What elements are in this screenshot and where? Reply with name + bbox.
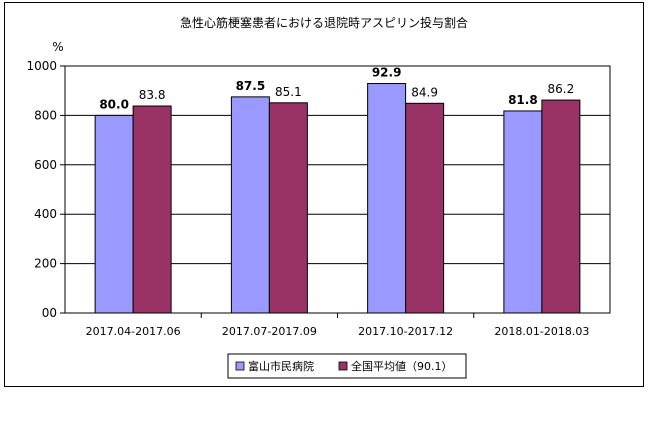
data-label-series-1: 92.9 xyxy=(372,66,402,80)
x-tick-label: 2017.10-2017.12 xyxy=(358,325,453,338)
y-tick-label: 600 xyxy=(34,158,57,172)
bar-series-2 xyxy=(268,102,308,314)
x-tick-label: 2017.04-2017.06 xyxy=(86,325,181,338)
legend-swatch-series-1 xyxy=(235,361,245,371)
bar-series-1 xyxy=(503,110,543,314)
data-labels: 80.0 83.8 87.5 85.1 92.9 84.9 81.8 86.2 xyxy=(99,66,574,112)
x-tick-label: 2017.07-2017.09 xyxy=(222,325,317,338)
y-tick-label: 1000 xyxy=(26,59,57,73)
x-tick-label: 2018.01-2018.03 xyxy=(494,325,589,338)
chart-title: 急性心筋梗塞患者における退院時アスピリン投与割合 xyxy=(180,15,468,30)
y-tick-label: 800 xyxy=(34,108,57,122)
legend-swatch-series-2 xyxy=(338,361,348,371)
data-label-series-1: 81.8 xyxy=(508,93,538,107)
bar-series-1 xyxy=(94,114,134,314)
bar-series-2 xyxy=(132,105,172,314)
y-unit-label: % xyxy=(52,40,63,54)
y-axis-ticks: 1000 800 600 400 200 00 xyxy=(26,59,57,320)
bar-series-2 xyxy=(541,99,581,314)
data-label-series-1: 80.0 xyxy=(99,97,129,111)
bar-series-2 xyxy=(405,102,445,314)
y-tick-label: 00 xyxy=(42,306,57,320)
legend-label-series-1: 富山市民病院 xyxy=(248,359,314,373)
legend: 富山市民病院 全国平均値（90.1） xyxy=(227,353,467,379)
data-label-series-2: 85.1 xyxy=(275,85,302,99)
bar-series-1 xyxy=(230,96,270,314)
y-tick-label: 200 xyxy=(34,257,57,271)
data-label-series-2: 86.2 xyxy=(548,82,575,96)
data-label-series-1: 87.5 xyxy=(236,79,266,93)
x-axis-ticks: 2017.04-2017.06 2017.07-2017.09 2017.10-20… xyxy=(86,325,590,338)
y-tick-label: 400 xyxy=(34,207,57,221)
legend-label-series-2: 全国平均値（90.1） xyxy=(351,359,453,373)
data-label-series-2: 83.8 xyxy=(139,88,166,102)
bars xyxy=(94,83,581,314)
data-label-series-2: 84.9 xyxy=(411,85,438,99)
bar-series-1 xyxy=(367,83,407,314)
